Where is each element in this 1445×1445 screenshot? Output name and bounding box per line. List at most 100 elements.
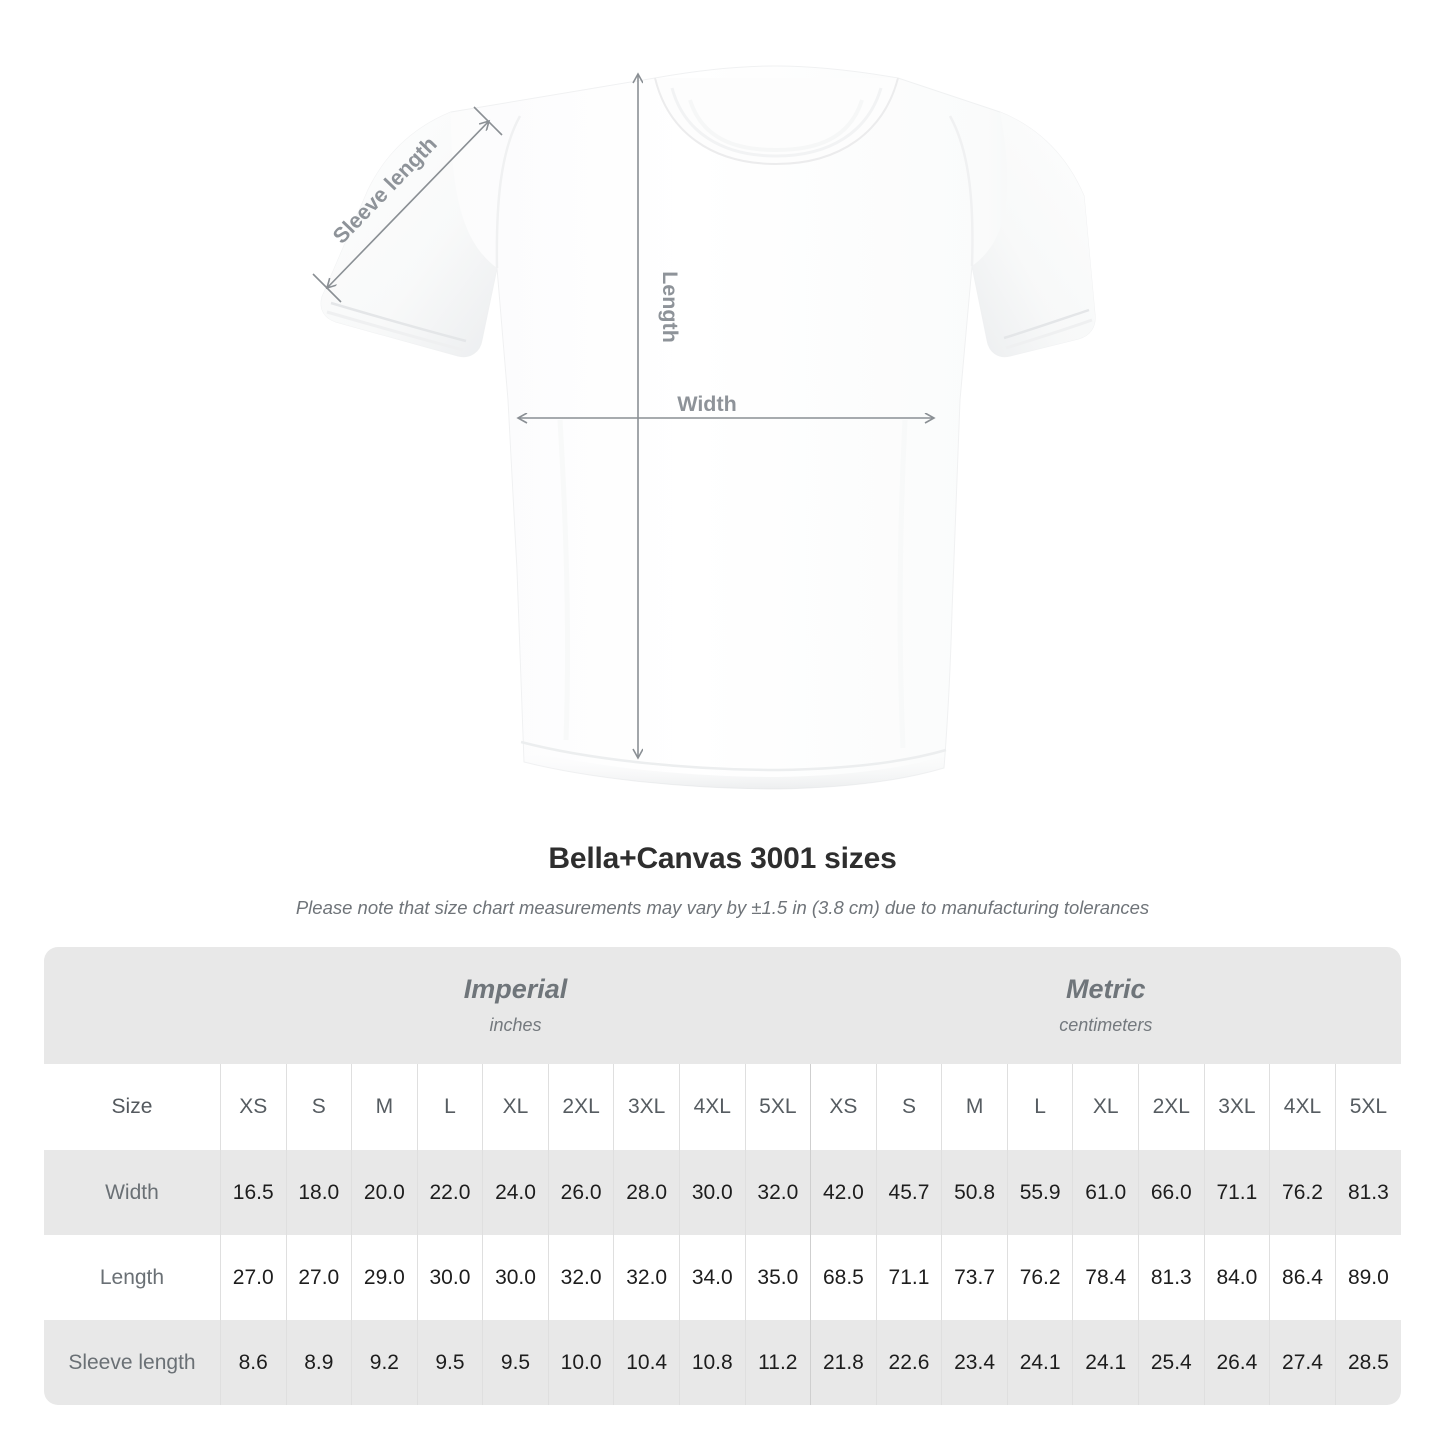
unit-header-metric: Metric centimeters: [810, 947, 1401, 1064]
cell-width-metric-2xl: 66.0: [1138, 1150, 1205, 1235]
cell-length-imperial-s: 27.0: [285, 1235, 352, 1320]
cell-width-imperial-xs: 16.5: [219, 1150, 286, 1235]
cell-sleeve-length-imperial-xl: 9.5: [482, 1320, 549, 1405]
cell-length-metric-l: 76.2: [1006, 1235, 1073, 1320]
fold-right: [897, 419, 908, 749]
cell-sleeve-length-metric-s: 22.6: [875, 1320, 942, 1405]
row-label-sleeve-length: Sleeve length: [44, 1320, 221, 1405]
table-row: Width 16.5 18.0 20.0 22.0 24.0 26.0 28.0 30.0 32.…: [44, 1150, 1401, 1235]
sleeve-tick-top: [473, 106, 503, 136]
hem-stitch-line: [520, 740, 947, 772]
unit-header-imperial: Imperial inches: [220, 947, 811, 1064]
left-cuff-hem: [330, 301, 467, 343]
cell-sleeve-length-imperial-m: 9.2: [351, 1320, 418, 1405]
cell-sleeve-length-metric-4xl: 27.4: [1269, 1320, 1336, 1405]
cell-length-imperial-4xl: 34.0: [678, 1235, 746, 1320]
left-shoulder-seam: [495, 115, 522, 269]
left-cuff-hem-inner: [326, 310, 464, 352]
tolerance-note: Please note that size chart measurements…: [295, 897, 1150, 918]
cell-length-metric-xs: 68.5: [810, 1235, 877, 1320]
sleeve-length-arrow: [327, 121, 489, 288]
cell-sleeve-length-imperial-2xl: 10.0: [547, 1320, 614, 1405]
page-title: Bella+Canvas 3001 sizes: [548, 842, 897, 875]
column-header-3xl-15: 3XL: [1203, 1064, 1270, 1150]
cell-width-metric-xs: 42.0: [810, 1150, 877, 1235]
column-header-xs-0: XS: [219, 1064, 286, 1150]
cell-width-metric-xl: 61.0: [1072, 1150, 1139, 1235]
cell-length-metric-s: 71.1: [875, 1235, 942, 1320]
column-header-4xl-7: 4XL: [678, 1064, 746, 1150]
length-label: Length: [658, 271, 682, 343]
cell-width-imperial-m: 20.0: [351, 1150, 418, 1235]
cell-width-metric-s: 45.7: [875, 1150, 942, 1235]
cell-length-metric-2xl: 81.3: [1138, 1235, 1205, 1320]
unit-sub-metric: centimeters: [1059, 1014, 1153, 1035]
cell-length-metric-5xl: 89.0: [1334, 1235, 1401, 1320]
cell-length-metric-4xl: 86.4: [1269, 1235, 1336, 1320]
size-chart-table-wrap: Imperial inches Metric centimeters Size XS S M L…: [44, 947, 1401, 1405]
cell-length-imperial-2xl: 32.0: [547, 1235, 614, 1320]
cell-width-metric-l: 55.9: [1006, 1150, 1073, 1235]
cell-sleeve-length-imperial-5xl: 11.2: [744, 1320, 811, 1405]
cell-length-imperial-xs: 27.0: [219, 1235, 286, 1320]
cell-width-imperial-5xl: 32.0: [744, 1150, 811, 1235]
cell-sleeve-length-imperial-xs: 8.6: [219, 1320, 286, 1405]
cell-sleeve-length-metric-5xl: 28.5: [1334, 1320, 1401, 1405]
column-header-xl-13: XL: [1072, 1064, 1139, 1150]
column-header-5xl-8: 5XL: [744, 1064, 811, 1150]
cell-width-imperial-l: 22.0: [416, 1150, 483, 1235]
cell-sleeve-length-metric-xl: 24.1: [1072, 1320, 1139, 1405]
width-label: Width: [677, 392, 737, 416]
cell-sleeve-length-imperial-3xl: 10.4: [613, 1320, 680, 1405]
right-shoulder-seam: [948, 115, 974, 267]
column-header-l-3: L: [416, 1064, 483, 1150]
unit-sub-imperial: inches: [489, 1014, 542, 1035]
cell-length-imperial-xl: 30.0: [482, 1235, 549, 1320]
cell-sleeve-length-imperial-l: 9.5: [416, 1320, 483, 1405]
cell-sleeve-length-metric-2xl: 25.4: [1138, 1320, 1205, 1405]
tshirt-diagram: Sleeve length Length Width: [312, 65, 1096, 790]
size-chart-table: Imperial inches Metric centimeters Size XS S M L…: [44, 947, 1401, 1405]
unit-name-imperial: Imperial: [463, 973, 568, 1004]
title-block: Bella+Canvas 3001 sizes Please note that…: [0, 840, 1445, 920]
unit-banner-spacer: [44, 947, 221, 1064]
column-header-3xl-6: 3XL: [613, 1064, 680, 1150]
column-header-5xl-17: 5XL: [1334, 1064, 1401, 1150]
fold-left: [557, 419, 571, 741]
cell-length-metric-m: 73.7: [941, 1235, 1008, 1320]
cell-width-imperial-3xl: 28.0: [613, 1150, 680, 1235]
right-cuff-hem-inner: [1005, 318, 1093, 350]
collar-inner: [670, 87, 883, 158]
cell-width-imperial-2xl: 26.0: [547, 1150, 614, 1235]
right-cuff-hem: [1003, 308, 1090, 340]
cell-length-imperial-3xl: 32.0: [613, 1235, 680, 1320]
column-header-size: Size: [44, 1064, 221, 1150]
right-sleeve: [972, 112, 1096, 357]
cell-length-imperial-l: 30.0: [416, 1235, 483, 1320]
cell-sleeve-length-metric-xs: 21.8: [810, 1320, 877, 1405]
cell-sleeve-length-metric-l: 24.1: [1006, 1320, 1073, 1405]
cell-length-metric-3xl: 84.0: [1203, 1235, 1270, 1320]
cell-length-imperial-m: 29.0: [351, 1235, 418, 1320]
cell-width-metric-3xl: 71.1: [1203, 1150, 1270, 1235]
column-header-m-2: M: [351, 1064, 418, 1150]
cell-sleeve-length-imperial-4xl: 10.8: [678, 1320, 746, 1405]
cell-sleeve-length-metric-3xl: 26.4: [1203, 1320, 1270, 1405]
unit-name-metric: Metric: [1066, 973, 1146, 1004]
table-row: Sleeve length 8.6 8.9 9.2 9.5 9.5 10.0 10.4 10.8…: [44, 1320, 1401, 1405]
column-header-xl-4: XL: [482, 1064, 549, 1150]
column-header-4xl-16: 4XL: [1269, 1064, 1336, 1150]
sleeve-tick-bottom: [312, 273, 342, 303]
cell-width-imperial-s: 18.0: [285, 1150, 352, 1235]
column-header-l-12: L: [1006, 1064, 1073, 1150]
cell-length-imperial-5xl: 35.0: [744, 1235, 811, 1320]
cell-width-metric-m: 50.8: [941, 1150, 1008, 1235]
cell-width-metric-5xl: 81.3: [1334, 1150, 1401, 1235]
row-label-length: Length: [44, 1235, 221, 1320]
column-header-s-10: S: [875, 1064, 942, 1150]
row-label-width: Width: [44, 1150, 221, 1235]
cell-sleeve-length-imperial-s: 8.9: [285, 1320, 352, 1405]
cell-width-imperial-xl: 24.0: [482, 1150, 549, 1235]
column-header-s-1: S: [285, 1064, 352, 1150]
column-header-m-11: M: [941, 1064, 1008, 1150]
